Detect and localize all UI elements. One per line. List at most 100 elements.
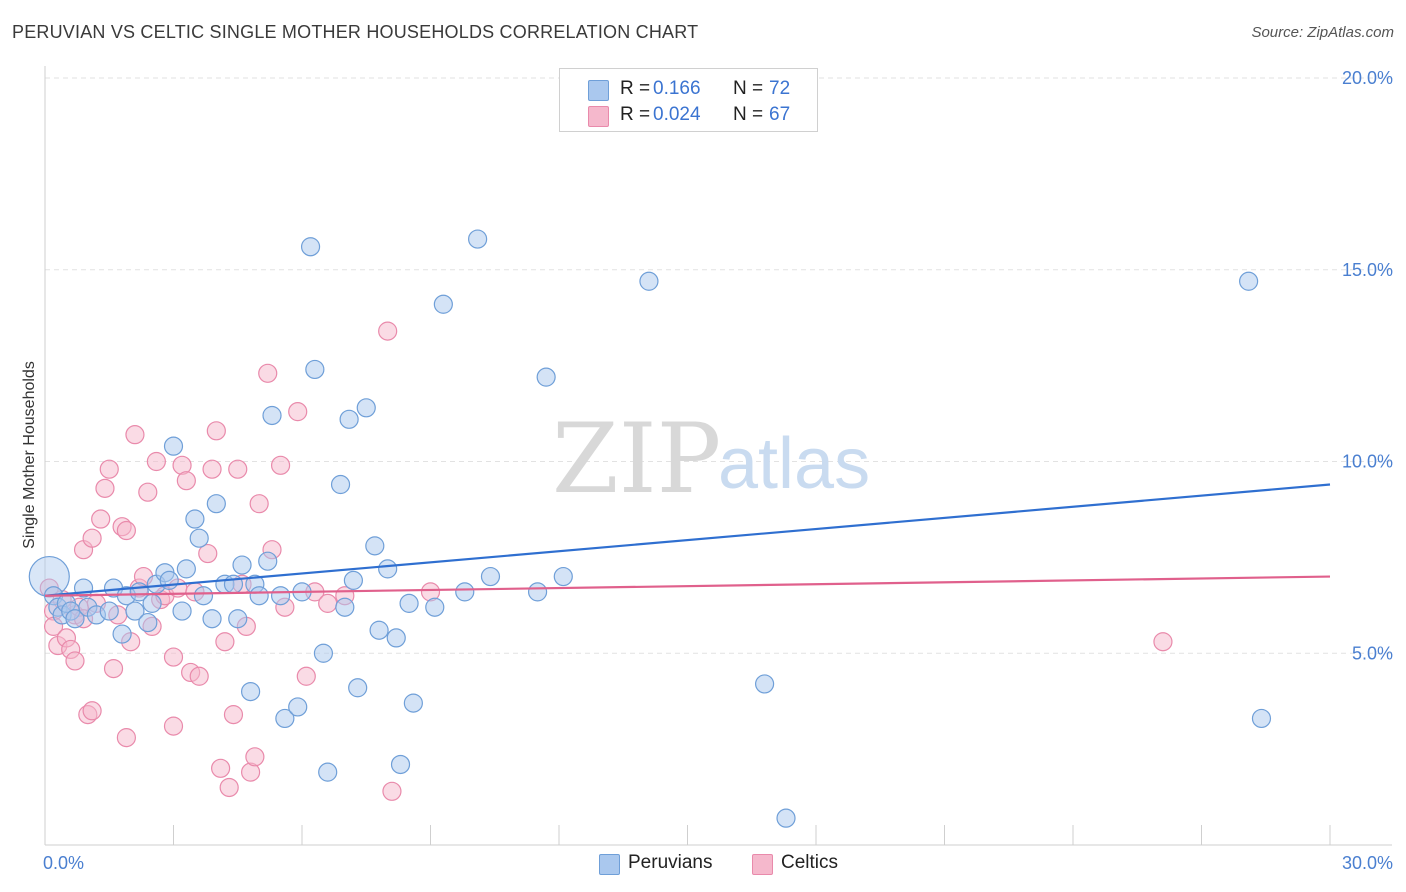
peruvian-point xyxy=(1239,271,1259,291)
peruvian-point xyxy=(258,551,278,571)
peruvian-point xyxy=(232,555,252,575)
legend-n-label: N = xyxy=(733,104,764,125)
celtic-point xyxy=(249,494,269,514)
peruvian-point xyxy=(378,559,398,579)
legend-r-label: R = xyxy=(620,78,651,99)
celtic-point xyxy=(176,471,196,491)
peruvian-point xyxy=(390,754,411,775)
peruvian-point xyxy=(433,294,453,314)
peruvian-point xyxy=(369,620,389,640)
peruvian-point xyxy=(241,681,261,702)
peruvian-point xyxy=(172,601,192,621)
peruvian-point xyxy=(142,593,162,613)
celtic-point xyxy=(82,701,102,721)
peruvian-point xyxy=(228,609,248,629)
peruvian-point xyxy=(455,582,475,602)
legend-n-value: 67 xyxy=(769,104,791,125)
peruvian-point xyxy=(270,586,291,606)
celtic-point xyxy=(116,520,136,541)
x-tick-label: 30.0% xyxy=(1342,853,1393,873)
celtic-point xyxy=(146,451,166,472)
peruvian-point xyxy=(527,582,548,602)
peruvian-point xyxy=(386,628,406,648)
peruvian-point xyxy=(288,697,308,717)
peruvian-point xyxy=(249,586,269,606)
peruvians-swatch xyxy=(588,80,609,101)
celtics-swatch xyxy=(752,854,773,875)
peruvian-point xyxy=(776,808,796,828)
celtic-point xyxy=(163,647,184,667)
peruvian-point xyxy=(185,509,205,529)
peruvian-point xyxy=(536,367,556,387)
peruvian-point xyxy=(1251,708,1272,729)
peruvian-point xyxy=(339,409,359,429)
celtic-point xyxy=(1153,632,1173,652)
legend-n-label: N = xyxy=(733,78,764,99)
celtic-point xyxy=(215,632,235,652)
celtic-point xyxy=(219,777,239,798)
peruvian-point xyxy=(335,597,355,617)
peruvian-point xyxy=(275,708,295,729)
axis-ticks: 5.0% 10.0% 15.0% 20.0% 0.0% 30.0% xyxy=(43,68,1393,873)
celtic-point xyxy=(296,666,316,686)
watermark-atlas: atlas xyxy=(718,424,870,504)
peruvian-point xyxy=(125,601,145,621)
peruvian-point xyxy=(365,536,385,556)
trend-lines xyxy=(44,483,1331,597)
peruvian-point xyxy=(300,237,321,257)
celtic-point xyxy=(138,482,158,502)
celtic-point xyxy=(189,666,209,686)
celtic-point xyxy=(116,728,136,748)
stats-legend: R = 0.166 N = 72 R = 0.024 N = 67 xyxy=(559,68,818,132)
peruvian-point xyxy=(403,693,423,713)
source-label: Source: ZipAtlas.com xyxy=(1251,24,1394,41)
y-tick-label: 5.0% xyxy=(1352,643,1393,663)
peruvian-point xyxy=(305,359,325,380)
peruvian-point xyxy=(356,398,376,418)
peruvian-point xyxy=(138,612,158,633)
celtic-point xyxy=(270,455,291,475)
celtic-point xyxy=(65,651,85,671)
peruvian-point xyxy=(189,528,209,548)
y-tick-label: 20.0% xyxy=(1342,68,1393,88)
peruvian-point xyxy=(553,566,573,587)
legend-r-label: R = xyxy=(620,104,651,125)
celtic-point xyxy=(378,321,398,341)
legend-r-value: 0.166 xyxy=(653,78,701,99)
celtic-point xyxy=(103,658,124,679)
x-tick-label: 0.0% xyxy=(43,853,84,873)
peruvian-point xyxy=(99,601,119,621)
bottom-legend-label: Celtics xyxy=(781,852,839,873)
celtic-point xyxy=(91,509,111,529)
peruvian-point xyxy=(480,566,501,587)
peruvian-point xyxy=(318,762,338,782)
peruvian-point xyxy=(159,570,179,590)
celtic-point xyxy=(198,543,218,564)
peruvians-points xyxy=(28,229,1272,828)
peruvian-point xyxy=(468,229,488,249)
peruvian-point xyxy=(313,643,334,663)
peruvian-point xyxy=(202,609,222,629)
peruvian-point xyxy=(193,586,214,606)
peruvians-swatch xyxy=(599,854,620,875)
celtic-point xyxy=(202,459,222,479)
celtic-point xyxy=(211,758,231,778)
celtics-swatch xyxy=(588,106,609,127)
celtic-point xyxy=(318,593,338,613)
peruvian-point xyxy=(163,436,184,456)
y-tick-label: 10.0% xyxy=(1342,452,1393,472)
peruvian-point xyxy=(112,624,132,644)
axes xyxy=(44,66,1392,846)
peruvian-point xyxy=(176,559,196,579)
peruvians-trend-line xyxy=(44,483,1331,597)
peruvian-point xyxy=(330,474,351,495)
celtic-point xyxy=(258,363,278,383)
celtic-point xyxy=(163,716,184,736)
peruvian-point xyxy=(65,609,85,629)
celtic-point xyxy=(245,747,265,767)
celtics-points xyxy=(39,321,1173,801)
legend-r-value: 0.024 xyxy=(653,104,701,125)
celtic-point xyxy=(223,705,244,725)
legend-n-value: 72 xyxy=(769,78,791,99)
